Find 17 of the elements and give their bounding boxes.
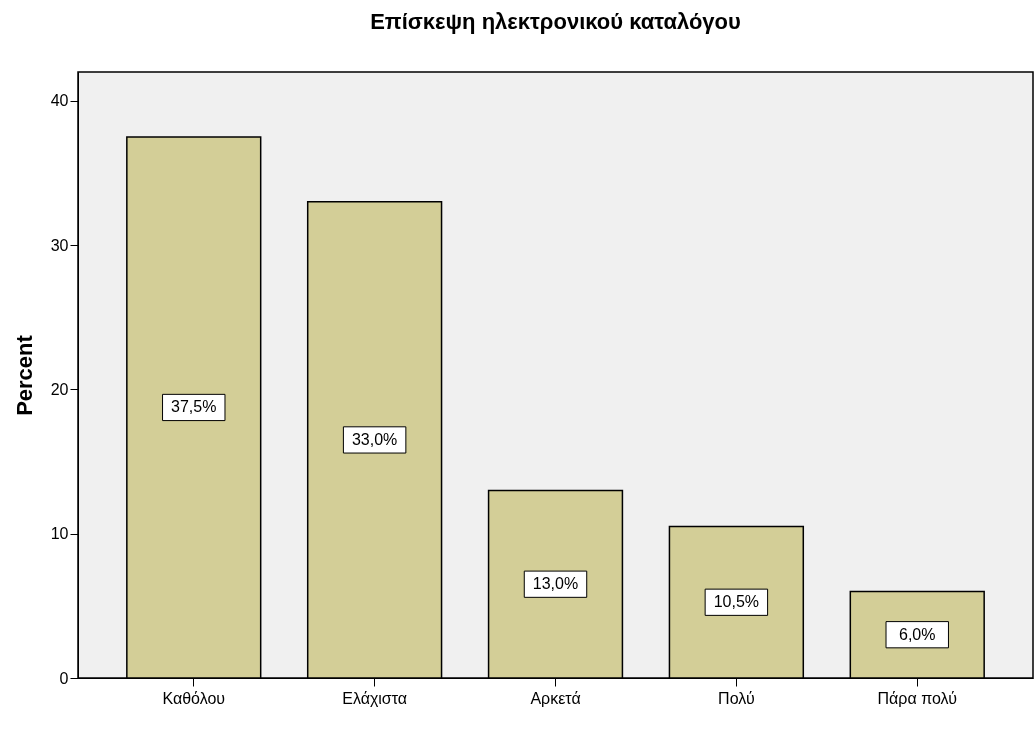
- x-tick-label: Αρκετά: [530, 689, 581, 707]
- x-tick-label: Καθόλου: [162, 689, 226, 707]
- chart-title: Επίσκεψη ηλεκτρονικού καταλόγου: [370, 9, 741, 34]
- x-tick-label: Πάρα πολύ: [877, 689, 957, 707]
- y-axis-title: Percent: [11, 334, 37, 416]
- y-tick-label: 30: [50, 236, 69, 254]
- x-tick-label: Ελάχιστα: [342, 689, 408, 707]
- data-label: 6,0%: [899, 625, 936, 643]
- data-label: 10,5%: [713, 593, 760, 611]
- data-label: 33,0%: [351, 430, 398, 448]
- data-label: 13,0%: [532, 575, 579, 593]
- y-tick-label: 40: [50, 92, 69, 110]
- data-label: 37,5%: [171, 398, 217, 416]
- y-tick-label: 10: [50, 525, 69, 543]
- x-tick-label: Πολύ: [718, 689, 755, 707]
- y-tick-label: 20: [50, 380, 69, 398]
- y-tick-label: 0: [59, 669, 69, 687]
